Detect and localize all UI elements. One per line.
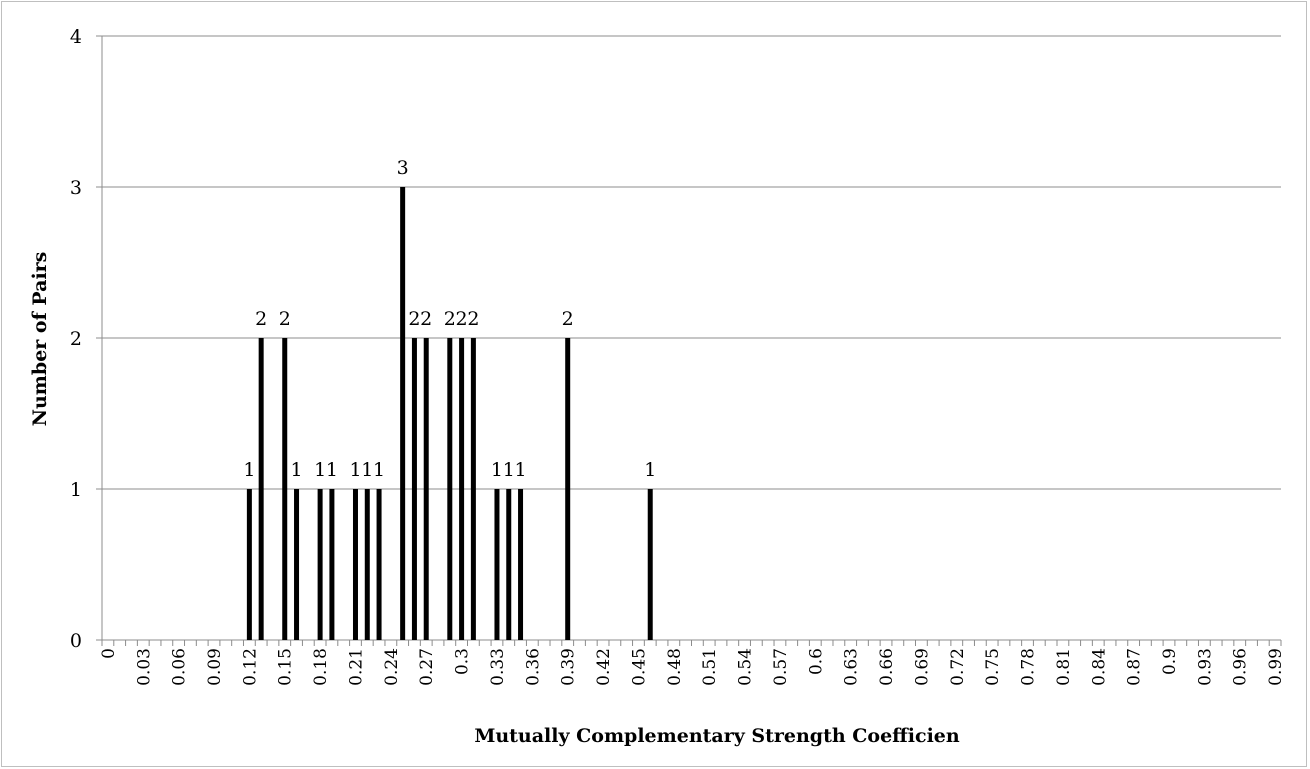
x-tick-label: 0.75 — [983, 648, 1003, 686]
x-tick-label: 0.12 — [240, 648, 260, 686]
data-label-0.34: 1 — [503, 459, 515, 481]
x-tick-label: 0.9 — [1160, 648, 1180, 675]
bar-0.18 — [317, 489, 323, 640]
x-tick-label: 0.63 — [842, 648, 862, 686]
x-tick-label: 0.81 — [1054, 648, 1074, 686]
data-label-0.25: 3 — [397, 157, 409, 179]
bar-0.3 — [459, 338, 465, 640]
bar-0.29 — [447, 338, 453, 640]
bar-0.13 — [258, 338, 264, 640]
data-label-0.33: 1 — [491, 459, 503, 481]
data-label-0.46: 1 — [644, 459, 656, 481]
x-tick-label: 0.27 — [417, 648, 437, 686]
data-label-0.35: 1 — [514, 459, 526, 481]
axes — [96, 35, 1282, 646]
y-tick-labels: 0 1 2 3 4 — [70, 26, 82, 652]
x-tick-label: 0.6 — [806, 648, 826, 675]
data-label-0.16: 1 — [290, 459, 302, 481]
x-tick-label: 0.39 — [559, 648, 579, 686]
bar-0.16 — [294, 489, 300, 640]
data-label-0.29: 2 — [444, 308, 456, 330]
x-tick-label: 0.93 — [1195, 648, 1215, 686]
x-tick-label: 0.57 — [771, 648, 791, 686]
x-tick-label: 0.87 — [1125, 648, 1145, 686]
y-tick-label: 3 — [70, 177, 82, 199]
data-label-0.15: 2 — [279, 308, 291, 330]
y-axis-title: Number of Pairs — [29, 252, 51, 427]
gridlines — [102, 35, 1281, 490]
bars — [246, 187, 653, 640]
bar-0.27 — [423, 338, 429, 640]
x-tick-label: 0.96 — [1231, 648, 1251, 686]
bar-0.22 — [364, 489, 370, 640]
bar-0.35 — [518, 489, 524, 640]
y-tick-label: 1 — [70, 479, 82, 501]
x-tick-label: 0.06 — [170, 648, 190, 686]
y-tick-label: 4 — [70, 26, 82, 48]
bar-0.12 — [246, 489, 252, 640]
x-tick-label: 0.33 — [488, 648, 508, 686]
x-tick-label: 0.84 — [1089, 648, 1109, 686]
bar-0.31 — [470, 338, 476, 640]
x-tick-labels: 0 0.03 0.06 0.09 0.12 0.15 0.18 0.21 0.24 0.27 0.3… — [99, 648, 1286, 686]
data-label-0.31: 2 — [467, 308, 479, 330]
bar-0.33 — [494, 489, 500, 640]
bar-0.34 — [506, 489, 512, 640]
data-labels: 12 21 1 1 1 1 132 2 2 2 21 1 121 — [243, 157, 656, 481]
x-axis-title: Mutually Complementary Strength Coeffici… — [474, 725, 960, 747]
data-label-0.18: 1 — [314, 459, 326, 481]
data-label-0.12: 1 — [243, 459, 255, 481]
x-tick-label: 0.48 — [665, 648, 685, 686]
data-label-0.39: 2 — [562, 308, 574, 330]
y-tick-label: 0 — [70, 630, 82, 652]
x-tick-label: 0.3 — [453, 648, 473, 675]
bar-0.19 — [329, 489, 335, 640]
x-tick-label: 0.99 — [1266, 648, 1286, 686]
x-tick-label: 0.54 — [736, 648, 756, 686]
data-label-0.27: 2 — [420, 308, 432, 330]
x-tick-label: 0.21 — [346, 648, 366, 686]
x-tick-label: 0.36 — [523, 648, 543, 686]
x-tick-label: 0.72 — [948, 648, 968, 686]
data-label-0.21: 1 — [349, 459, 361, 481]
bar-0.39 — [565, 338, 571, 640]
bar-0.23 — [376, 489, 382, 640]
x-tick-label: 0 — [99, 648, 119, 659]
bar-0.15 — [282, 338, 288, 640]
x-tick-label: 0.45 — [629, 648, 649, 686]
x-tick-label: 0.15 — [276, 648, 296, 686]
bar-0.46 — [647, 489, 653, 640]
data-label-0.23: 1 — [373, 459, 385, 481]
x-tick-label: 0.66 — [877, 648, 897, 686]
x-tick-label: 0.69 — [912, 648, 932, 686]
data-label-0.13: 2 — [255, 308, 267, 330]
data-label-0.19: 1 — [326, 459, 338, 481]
data-label-0.3: 2 — [456, 308, 468, 330]
bar-0.26 — [411, 338, 417, 640]
data-label-0.22: 1 — [361, 459, 373, 481]
y-tick-label: 2 — [70, 328, 82, 350]
x-tick-label: 0.09 — [205, 648, 225, 686]
x-tick-label: 0.18 — [311, 648, 331, 686]
x-tick-label: 0.42 — [594, 648, 614, 686]
x-tick-label: 0.78 — [1019, 648, 1039, 686]
data-label-0.26: 2 — [408, 308, 420, 330]
bar-0.21 — [352, 489, 358, 640]
x-tick-label: 0.24 — [382, 648, 402, 686]
x-tick-label: 0.03 — [134, 648, 154, 686]
x-tick-label: 0.51 — [700, 648, 720, 686]
bar-0.25 — [400, 187, 406, 640]
